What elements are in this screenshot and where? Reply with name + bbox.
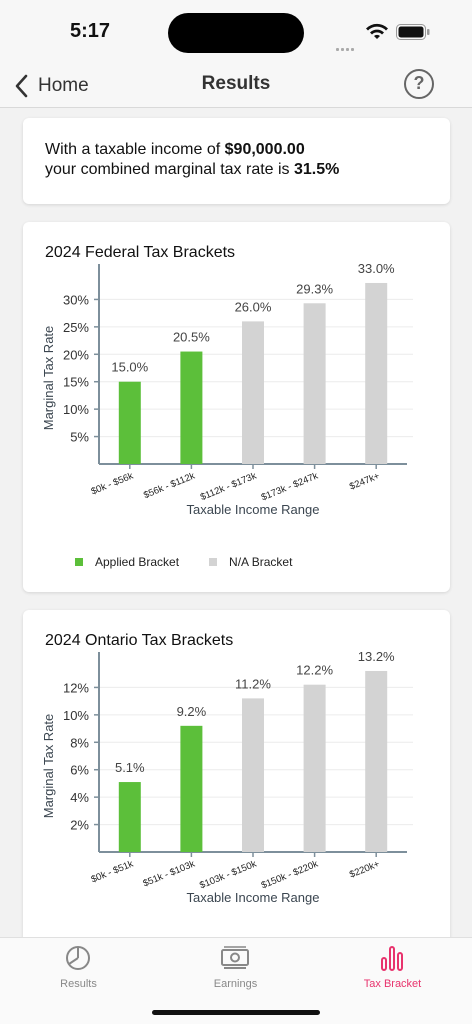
- x-tick-label: $51k - $103k: [141, 858, 196, 889]
- tab-results[interactable]: Results: [0, 938, 157, 998]
- chart-legend: Applied Bracket N/A Bracket: [75, 553, 322, 571]
- x-tick-label: $173k - $247k: [260, 470, 320, 503]
- x-axis-title: Taxable Income Range: [187, 890, 320, 905]
- x-tick-label: $56k - $112k: [142, 470, 197, 501]
- bar-chart-icon: [381, 946, 403, 971]
- tab-bar: Results Earnings Tax Bracket: [0, 937, 472, 1024]
- legend-na: N/A Bracket: [209, 555, 292, 569]
- summary-line-1: With a taxable income of $90,000.00: [45, 140, 428, 160]
- x-tick-label: $103k - $150k: [198, 858, 258, 891]
- y-tick-label: 6%: [70, 763, 89, 778]
- bar: [365, 670, 388, 852]
- bar-value-label: 13.2%: [358, 649, 395, 664]
- bar: [242, 698, 264, 852]
- bar-value-label: 15.0%: [111, 360, 148, 375]
- bar: [303, 684, 326, 852]
- money-icon: [221, 946, 249, 969]
- x-tick-label: $0k - $56k: [90, 470, 135, 497]
- status-bar: 5:17: [0, 0, 472, 64]
- bar-value-label: 11.2%: [235, 676, 271, 691]
- summary-income-prefix: With a taxable income of: [45, 141, 225, 158]
- y-tick-label: 12%: [63, 680, 89, 695]
- y-tick-label: 20%: [63, 347, 89, 362]
- bar: [180, 725, 203, 852]
- chart-title: 2024 Federal Tax Brackets: [45, 244, 236, 261]
- bar-value-label: 9.2%: [177, 704, 207, 719]
- x-axis-title: Taxable Income Range: [187, 502, 320, 517]
- bar: [303, 303, 326, 464]
- legend-applied: Applied Bracket: [75, 555, 179, 569]
- bar: [118, 381, 141, 464]
- back-button-label: Home: [38, 75, 89, 96]
- y-tick-label: 15%: [63, 375, 89, 390]
- legend-applied-label: Applied Bracket: [95, 555, 180, 569]
- bar-value-label: 20.5%: [173, 330, 210, 345]
- y-tick-label: 10%: [63, 708, 89, 723]
- y-axis-title: Marginal Tax Rate: [41, 714, 56, 819]
- y-tick-label: 5%: [70, 430, 89, 445]
- bar-value-label: 5.1%: [115, 760, 145, 775]
- chart-title: 2024 Ontario Tax Brackets: [45, 632, 234, 649]
- ontario-chart-card: 2024 Ontario Tax Brackets 2% 4% 6% 8% 10% 12%…: [23, 610, 450, 937]
- x-tick-label: $220k+: [348, 858, 382, 880]
- y-tick-label: 25%: [63, 320, 89, 335]
- results-scroll-content[interactable]: With a taxable income of $90,000.00 your…: [0, 108, 472, 937]
- bar-value-label: 33.0%: [358, 261, 395, 276]
- y-tick-label: 4%: [70, 790, 89, 805]
- y-tick-label: 10%: [63, 402, 89, 417]
- bar: [242, 321, 264, 464]
- taxable-income-value: $90,000.00: [224, 141, 305, 158]
- bar-value-label: 29.3%: [296, 281, 333, 296]
- legend-na-swatch: [209, 558, 218, 566]
- ontario-bar-chart: 2% 4% 6% 8% 10% 12% 5.1% $0k - $51k 9.2% $51k - $…: [41, 649, 413, 905]
- wifi-icon: [366, 23, 388, 39]
- tab-earnings-label: Earnings: [213, 978, 258, 990]
- bar: [365, 282, 388, 464]
- status-time: 5:17: [70, 20, 111, 42]
- tab-results-label: Results: [60, 978, 97, 990]
- chevron-left-icon: [15, 74, 28, 98]
- x-tick-label: $112k - $173k: [199, 470, 259, 503]
- bar: [118, 782, 141, 852]
- bar-value-label: 26.0%: [235, 299, 272, 314]
- federal-bar-chart: 5% 10% 15% 20% 25% 30% 15.0% $0k - $56k 20.5% $56…: [41, 261, 413, 517]
- dynamic-island: [168, 13, 304, 53]
- x-tick-label: $150k - $220k: [260, 858, 320, 891]
- navigation-bar: Home Results ?: [0, 64, 472, 108]
- tab-tax-bracket[interactable]: Tax Bracket: [314, 938, 471, 998]
- federal-chart-card: 2024 Federal Tax Brackets 5% 10% 15% 20% 25%…: [23, 222, 450, 592]
- battery-icon: [396, 24, 430, 40]
- tab-earnings[interactable]: Earnings: [157, 938, 314, 998]
- question-mark-icon: ?: [413, 73, 425, 93]
- legend-na-label: N/A Bracket: [229, 555, 293, 569]
- x-tick-label: $247k+: [348, 470, 382, 492]
- bar: [180, 351, 203, 464]
- bar-value-label: 12.2%: [296, 663, 333, 678]
- summary-rate-prefix: your combined marginal tax rate is: [45, 161, 294, 178]
- back-button[interactable]: Home: [12, 70, 89, 102]
- summary-line-2: your combined marginal tax rate is 31.5%: [45, 160, 428, 180]
- y-tick-label: 30%: [63, 292, 89, 307]
- help-button[interactable]: ?: [404, 69, 434, 99]
- y-tick-label: 8%: [70, 735, 89, 750]
- home-indicator: [152, 1010, 320, 1015]
- page-title: Results: [201, 73, 271, 94]
- y-axis-title: Marginal Tax Rate: [41, 326, 56, 431]
- legend-applied-swatch: [75, 558, 83, 566]
- tab-tax-bracket-label: Tax Bracket: [363, 978, 422, 990]
- marginal-rate-value: 31.5%: [294, 161, 340, 178]
- y-tick-label: 2%: [70, 818, 89, 833]
- summary-card: With a taxable income of $90,000.00 your…: [23, 118, 450, 204]
- cellular-signal-icon: [336, 33, 358, 51]
- pie-chart-icon: [66, 946, 90, 970]
- x-tick-label: $0k - $51k: [90, 858, 135, 885]
